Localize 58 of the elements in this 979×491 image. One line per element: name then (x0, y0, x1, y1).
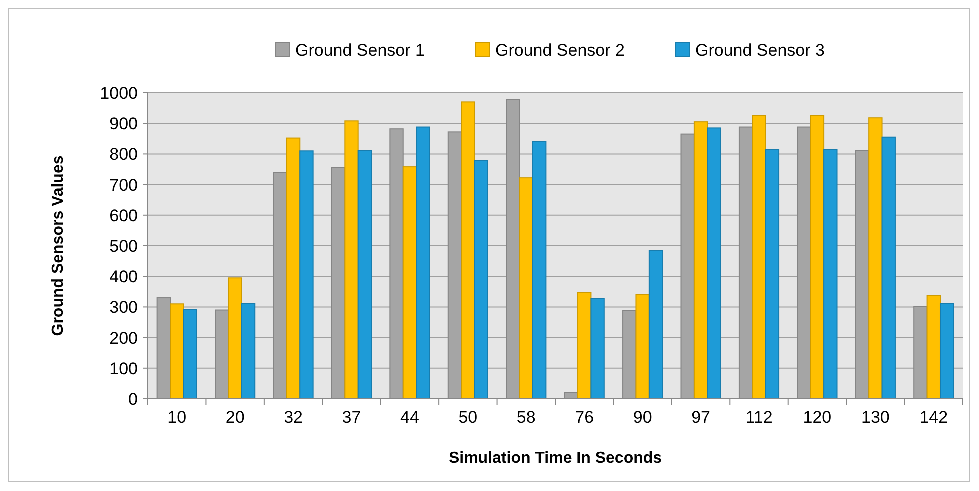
x-tick-label: 50 (458, 408, 478, 427)
bar (882, 136, 896, 400)
y-tick-label: 600 (110, 206, 138, 226)
bar (474, 160, 488, 400)
x-tick-label: 44 (400, 408, 420, 427)
bar (590, 298, 605, 400)
bar (300, 150, 314, 400)
y-tick-label: 400 (110, 268, 138, 287)
bar (416, 126, 430, 400)
bar (636, 294, 650, 400)
legend-label: Ground Sensor 2 (496, 40, 625, 60)
y-tick-label: 700 (110, 176, 138, 195)
x-tick-label: 76 (575, 408, 594, 427)
x-tick-label: 58 (516, 408, 536, 427)
bar (519, 178, 534, 400)
x-tick-label: 120 (803, 408, 832, 427)
bar (824, 149, 838, 400)
bar (752, 115, 766, 400)
x-tick-label: 37 (342, 408, 362, 427)
x-tick-label: 32 (284, 408, 303, 427)
bar (228, 278, 242, 400)
x-tick-label: 112 (746, 408, 773, 427)
y-tick-label: 0 (128, 390, 138, 409)
y-tick-label: 1000 (100, 84, 138, 103)
bar (183, 309, 198, 400)
bar (358, 150, 372, 400)
y-tick-label: 200 (110, 328, 138, 348)
bar (286, 138, 301, 400)
legend-label: Ground Sensor 1 (296, 40, 425, 60)
bar (578, 292, 592, 400)
x-tick-label: 142 (920, 408, 948, 427)
bar (926, 295, 941, 400)
y-tick-label: 800 (110, 145, 138, 164)
bar (707, 128, 722, 400)
x-tick-label: 97 (692, 408, 710, 427)
bar (461, 102, 476, 400)
y-tick-label: 900 (110, 114, 138, 134)
bar (765, 149, 780, 400)
bar (940, 303, 954, 400)
x-tick-label: 10 (168, 408, 187, 427)
x-tick-label: 20 (226, 408, 245, 427)
x-tick-label: 90 (633, 408, 652, 427)
bar (810, 115, 825, 400)
x-tick-label: 130 (861, 408, 890, 427)
x-axis-title: Simulation Time In Seconds (448, 450, 662, 467)
bar (170, 304, 184, 400)
y-tick-label: 500 (110, 236, 138, 256)
bar (648, 250, 664, 400)
bar (868, 118, 883, 400)
y-tick-label: 300 (110, 298, 138, 318)
bar (694, 122, 708, 400)
y-axis-title: Ground Sensors Values (50, 156, 67, 336)
bar (344, 120, 359, 400)
y-tick-label: 100 (110, 359, 138, 378)
legend-label: Ground Sensor 3 (696, 40, 825, 60)
bar (402, 166, 418, 400)
bar (532, 141, 547, 400)
bar (241, 303, 256, 400)
